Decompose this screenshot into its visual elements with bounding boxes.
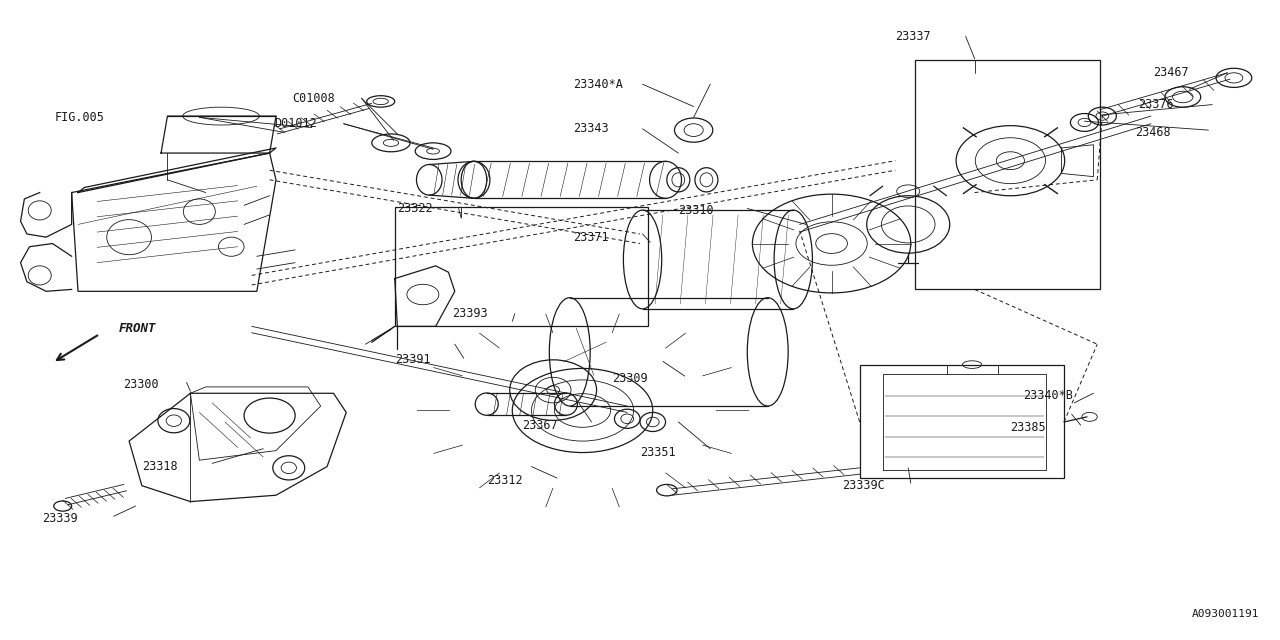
Text: 23467: 23467	[1153, 67, 1189, 79]
Text: 23339: 23339	[42, 512, 78, 525]
Text: 23300: 23300	[123, 378, 159, 392]
Text: 23337: 23337	[896, 30, 931, 43]
Text: 23367: 23367	[522, 419, 558, 431]
Text: 23393: 23393	[452, 307, 488, 320]
Text: FIG.005: FIG.005	[55, 111, 105, 124]
Text: 23309: 23309	[612, 372, 648, 385]
Text: FRONT: FRONT	[119, 323, 156, 335]
Bar	[394, 207, 648, 326]
Bar	[860, 365, 1064, 478]
Text: 23310: 23310	[678, 204, 714, 217]
Text: 23343: 23343	[573, 122, 609, 135]
Text: 23340*A: 23340*A	[573, 77, 623, 91]
Text: 23468: 23468	[1135, 125, 1171, 138]
Text: C01008: C01008	[293, 92, 335, 105]
Text: D01012: D01012	[275, 117, 317, 130]
Text: 23385: 23385	[1010, 420, 1046, 433]
Text: 23391: 23391	[394, 353, 430, 366]
Text: 23371: 23371	[573, 230, 609, 244]
Text: 23340*B: 23340*B	[1023, 388, 1073, 402]
Text: 23351: 23351	[640, 446, 676, 459]
Text: 23318: 23318	[142, 460, 178, 473]
Text: 23376: 23376	[1138, 98, 1174, 111]
Text: 23312: 23312	[486, 474, 522, 487]
Text: A093001191: A093001191	[1192, 609, 1260, 620]
Text: 23322: 23322	[397, 202, 433, 215]
Bar	[915, 60, 1100, 289]
Text: 23339C: 23339C	[842, 479, 884, 492]
